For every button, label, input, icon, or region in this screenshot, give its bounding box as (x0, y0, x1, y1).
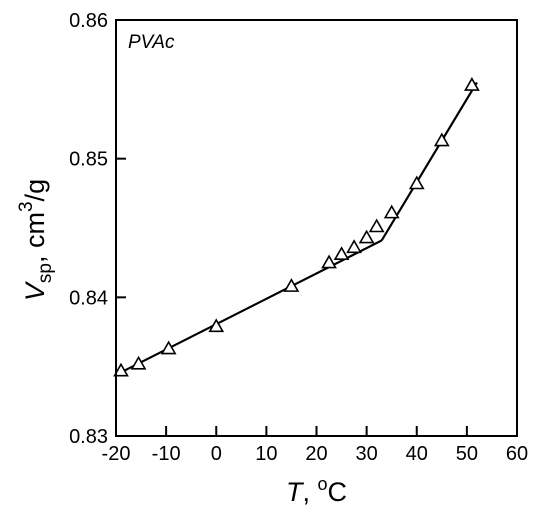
x-axis-title: T, oC (286, 474, 347, 507)
data-point-triangle (368, 218, 385, 233)
y-axis-title: Vsp, cm3/g (16, 179, 56, 301)
data-point-triangle (113, 362, 129, 377)
data-points (113, 77, 480, 377)
x-axis-separator: , (302, 477, 317, 507)
y-axis-unit-tail: /g (20, 179, 50, 202)
x-tick-label: 20 (305, 443, 327, 465)
data-point-triangle (283, 278, 300, 292)
data-point-triangle (433, 132, 450, 147)
data-point-triangle (208, 318, 225, 333)
data-point-triangle (383, 204, 400, 219)
x-axis-symbol: T (286, 477, 305, 507)
y-axis-subscript: sp (35, 263, 56, 283)
y-tick-label: 0.85 (69, 149, 108, 171)
y-tick-label: 0.84 (69, 287, 108, 309)
data-point-triangle (346, 239, 362, 254)
series-annotation-label: PVAc (128, 32, 175, 53)
data-point-triangle (464, 77, 480, 91)
data-point-triangle (333, 246, 350, 261)
data-point-triangle (321, 254, 337, 269)
fit-line-segment (118, 239, 383, 375)
x-tick-label: -20 (102, 443, 131, 465)
axis-ticks: -20 -10 0 10 20 30 40 50 60 0.83 0.84 0.85 0.86 (69, 10, 528, 465)
data-point-triangle (130, 355, 147, 370)
fit-lines (118, 81, 478, 375)
x-axis-unit: C (328, 477, 348, 507)
x-tick-label: 50 (456, 443, 478, 465)
y-tick-label: 0.83 (69, 426, 108, 448)
data-point-triangle (358, 229, 375, 244)
y-axis-superscript: 3 (16, 201, 37, 212)
x-tick-label: 0 (211, 443, 222, 465)
y-axis-unit: , cm (20, 212, 50, 263)
x-tick-label: 40 (406, 443, 428, 465)
x-tick-label: -10 (152, 443, 181, 465)
y-tick-label: 0.86 (69, 10, 108, 32)
fit-line-segment (380, 81, 478, 242)
x-axis-degree: o (318, 474, 328, 494)
data-point-triangle (408, 175, 425, 190)
x-tick-label: 60 (506, 443, 528, 465)
x-tick-label: 10 (255, 443, 277, 465)
y-axis-symbol: V (20, 280, 50, 301)
data-point-triangle (160, 340, 177, 355)
x-tick-label: 30 (356, 443, 378, 465)
plot-area-frame (115, 19, 518, 437)
